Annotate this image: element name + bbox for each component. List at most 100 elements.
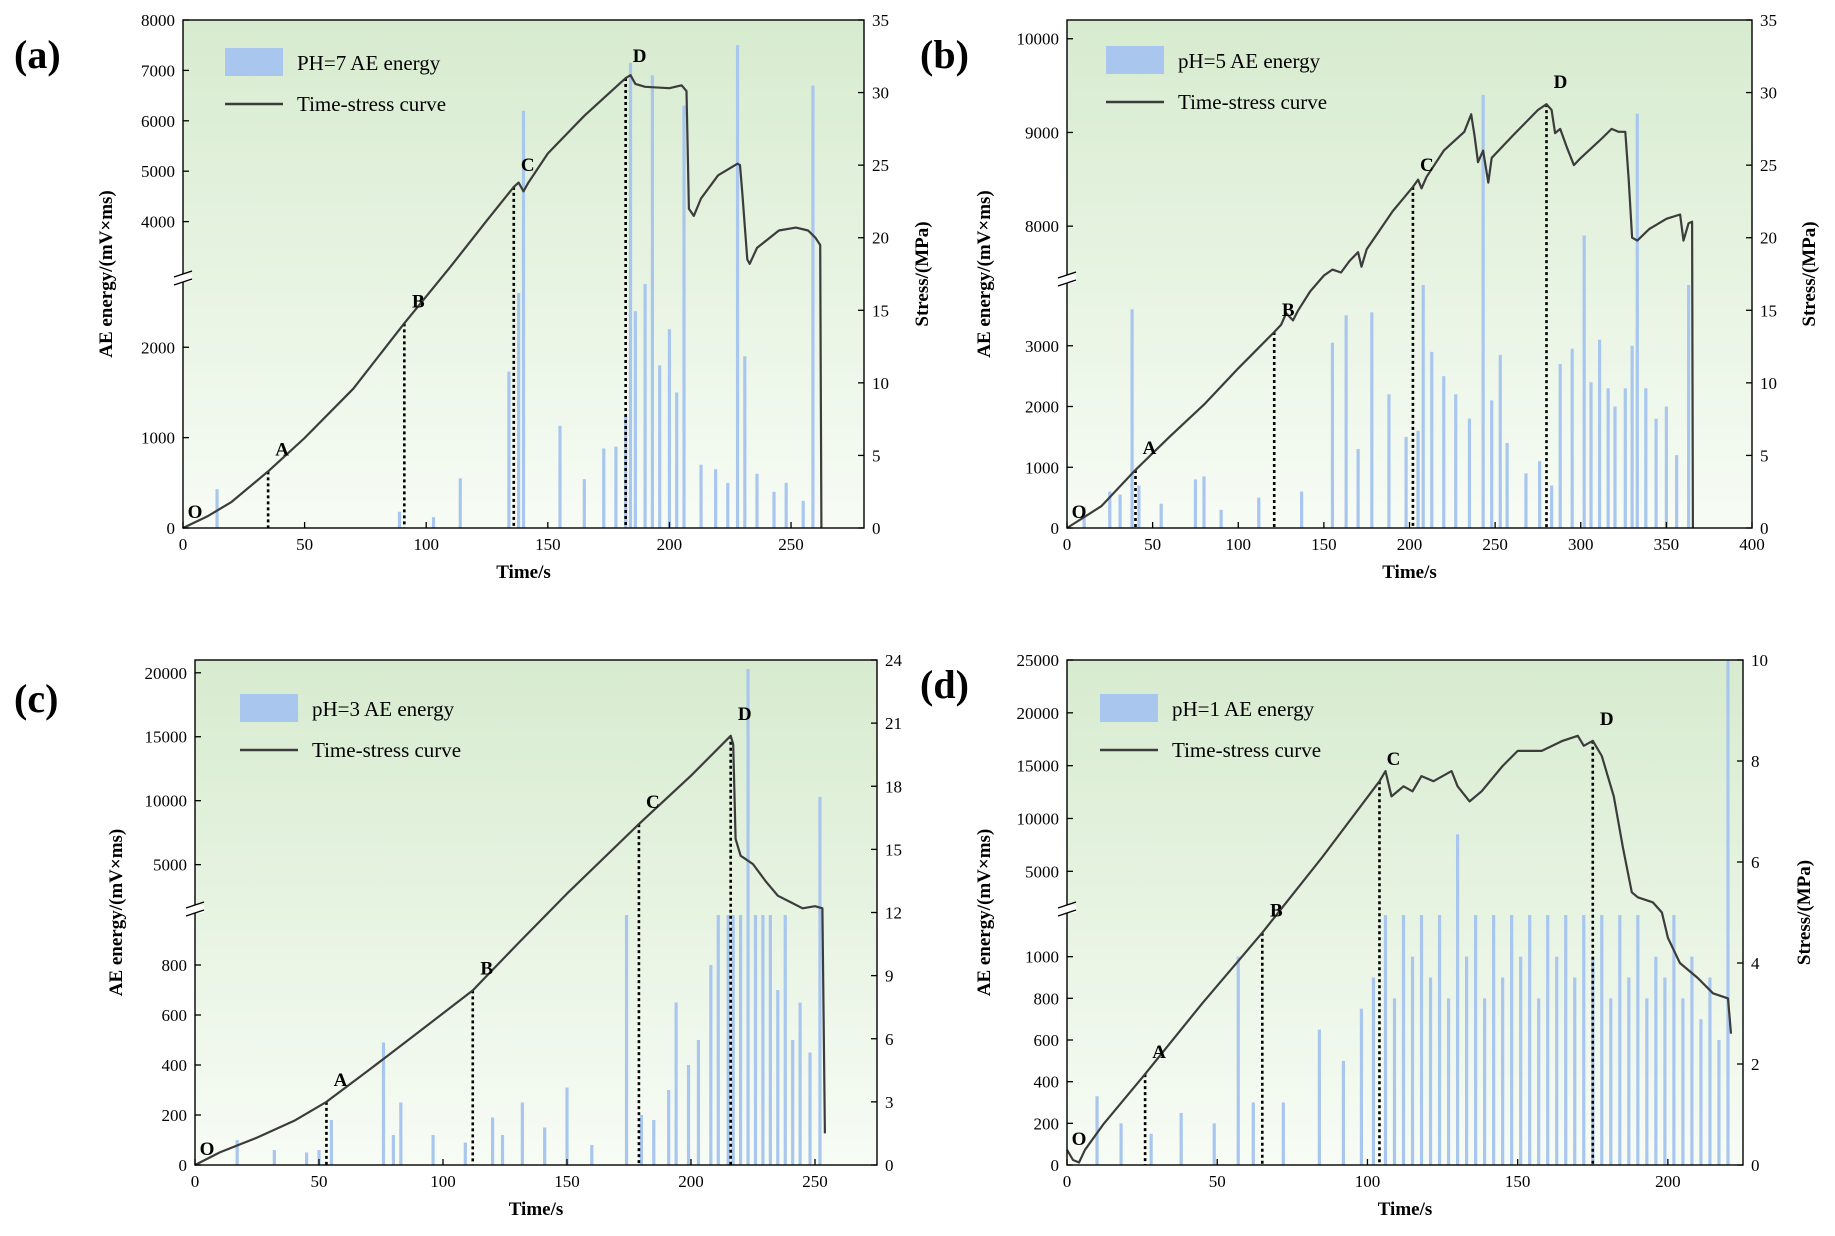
ae-bar <box>811 85 815 529</box>
axis-break-gap <box>186 905 204 913</box>
x-tick-label: 200 <box>1397 535 1423 554</box>
x-tick-label: 150 <box>554 1172 580 1191</box>
y-left-tick-label: 400 <box>1034 1073 1060 1092</box>
ae-bar <box>1645 998 1649 1165</box>
ae-bar <box>624 415 628 528</box>
ae-bar <box>801 500 805 528</box>
ae-bar <box>726 915 730 1165</box>
ae-bar <box>1538 461 1542 528</box>
ae-bar <box>776 990 780 1165</box>
y-right-tick-label: 10 <box>1760 374 1777 393</box>
plot-background <box>195 660 877 1165</box>
ae-bar <box>1454 394 1458 528</box>
y-left-tick-label: 2000 <box>141 338 175 357</box>
y-left-tick-label: 15000 <box>145 728 188 747</box>
ae-bar <box>399 1102 403 1165</box>
y-right-tick-label: 0 <box>1760 519 1769 538</box>
y-right-tick-label: 20 <box>1760 229 1777 248</box>
ae-bar <box>1236 956 1240 1165</box>
axis-break-mark <box>1057 909 1077 917</box>
ae-bar <box>1664 406 1668 528</box>
y-right-tick-label: 15 <box>1760 301 1777 320</box>
ae-bar <box>731 915 735 1165</box>
ae-bar <box>1675 455 1679 528</box>
y-left-tick-label: 3000 <box>1025 337 1059 356</box>
ae-bar <box>1130 309 1134 528</box>
point-label-b: B <box>1270 901 1283 922</box>
point-label-c: C <box>646 792 660 813</box>
ae-bar <box>709 965 713 1165</box>
y-left-tick-label: 0 <box>167 519 176 538</box>
point-label-d: D <box>1600 709 1614 730</box>
legend-bar-swatch <box>225 48 283 76</box>
legend-bar-label: pH=1 AE energy <box>1172 697 1315 721</box>
ae-bar <box>628 62 633 529</box>
ae-bar <box>1370 312 1374 528</box>
x-tick-label: 50 <box>311 1172 328 1191</box>
axis-break-mark <box>185 901 205 909</box>
y-right-tick-label: 15 <box>872 301 889 320</box>
ae-bar <box>624 915 629 1165</box>
ae-bar <box>1428 977 1433 1165</box>
y-left-tick-label: 800 <box>162 956 188 975</box>
x-tick-label: 100 <box>1355 1172 1381 1191</box>
point-label-a: A <box>1143 438 1157 459</box>
stress-curve <box>1066 734 1733 1164</box>
ae-bar <box>1681 998 1685 1165</box>
y-left-tick-label: 9000 <box>1025 123 1059 142</box>
ae-bar <box>1442 376 1446 528</box>
legend-line-label: Time-stress curve <box>297 92 446 116</box>
ae-energy-bars <box>215 45 815 529</box>
x-axis-label: Time/s <box>509 1199 564 1220</box>
ae-bar <box>1505 442 1509 528</box>
ae-bar <box>1582 235 1586 528</box>
y-right-tick-label: 24 <box>885 651 903 670</box>
ae-bar <box>1490 400 1494 528</box>
y-left-tick-label: 25000 <box>1017 651 1060 670</box>
ae-bar <box>783 915 787 1165</box>
ae-bar <box>520 1102 524 1165</box>
ae-bar <box>1251 1102 1255 1165</box>
y-right-tick-label: 4 <box>1751 954 1760 973</box>
ae-bar <box>1387 394 1391 528</box>
ae-bar <box>1708 977 1712 1165</box>
y-left-tick-label: 10000 <box>1017 809 1060 828</box>
ae-bar <box>1219 509 1223 528</box>
ae-bar <box>558 425 562 528</box>
ae-bar <box>1212 1123 1216 1165</box>
ae-bar <box>1609 998 1613 1165</box>
ae-bar <box>1606 388 1610 528</box>
ae-bar <box>590 1145 594 1165</box>
point-label-o: O <box>188 502 203 523</box>
ae-bar <box>686 1065 691 1165</box>
ae-bar <box>1446 998 1451 1165</box>
ae-bar <box>1555 956 1559 1165</box>
ae-bar <box>1392 998 1397 1165</box>
ae-bar <box>458 478 462 528</box>
x-tick-label: 50 <box>1209 1172 1226 1191</box>
ae-bar <box>1726 660 1730 1165</box>
ae-bar <box>818 796 822 1165</box>
panel-label: (a) <box>14 32 61 77</box>
ae-bar <box>1672 915 1676 1165</box>
ae-bar <box>381 1042 386 1165</box>
y-left-tick-label: 10000 <box>145 792 188 811</box>
y-left-tick-label: 200 <box>1034 1114 1060 1133</box>
y-left-tick-label: 0 <box>1051 1156 1060 1175</box>
y-right-tick-label: 35 <box>1760 11 1777 30</box>
y-left-tick-label: 5000 <box>1025 862 1059 881</box>
axis-break-mark <box>173 278 193 286</box>
x-axis-label: Time/s <box>1382 562 1437 583</box>
y-right-tick-label: 30 <box>1760 84 1777 103</box>
ae-bar <box>1257 497 1261 528</box>
x-tick-label: 50 <box>296 535 313 554</box>
ae-bar <box>517 293 521 528</box>
axis-break-gap <box>1058 905 1076 913</box>
x-tick-label: 250 <box>802 1172 828 1191</box>
y-right-tick-label: 5 <box>872 446 881 465</box>
y-left-tick-label: 1000 <box>1025 948 1059 967</box>
ae-bar <box>1498 354 1502 528</box>
ae-bar <box>397 511 402 528</box>
ae-bar <box>305 1152 309 1165</box>
